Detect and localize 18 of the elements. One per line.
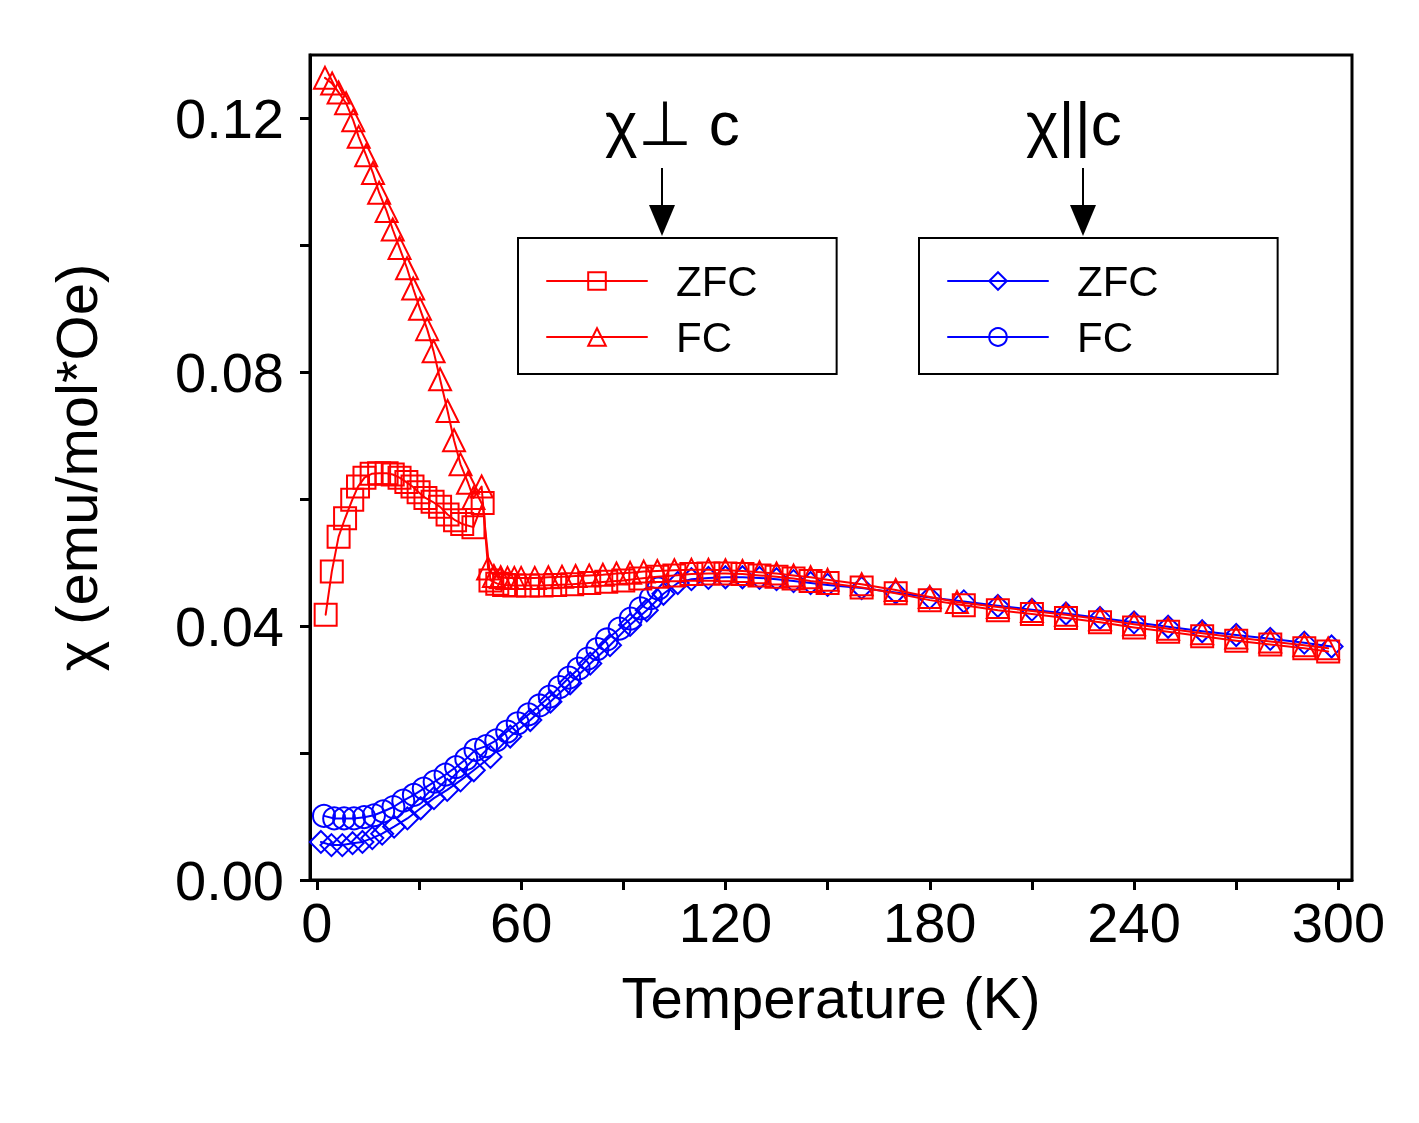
x-tick-label: 180: [883, 890, 977, 954]
annotation: χ||c: [1026, 88, 1122, 158]
legend-label: FC: [676, 313, 732, 361]
legend-label: ZFC: [1077, 257, 1159, 305]
x-tick-label: 60: [489, 890, 553, 954]
x-axis-title: Temperature (K): [621, 964, 1041, 1030]
y-tick-label: 0.00: [175, 848, 284, 912]
annotation: χ⊥ c: [605, 88, 740, 158]
x-tick-label: 240: [1087, 890, 1181, 954]
y-axis-title: χ (emu/mol*Oe): [43, 263, 109, 672]
y-tick-label: 0.12: [175, 86, 284, 150]
x-tick-label: 120: [678, 890, 773, 954]
y-tick-label: 0.04: [175, 594, 284, 658]
x-tick-label: 300: [1291, 890, 1386, 954]
y-tick-label: 0.08: [175, 340, 284, 404]
legend-label: ZFC: [676, 257, 758, 305]
x-tick-label: 0: [301, 890, 333, 954]
legend-label: FC: [1077, 313, 1133, 361]
